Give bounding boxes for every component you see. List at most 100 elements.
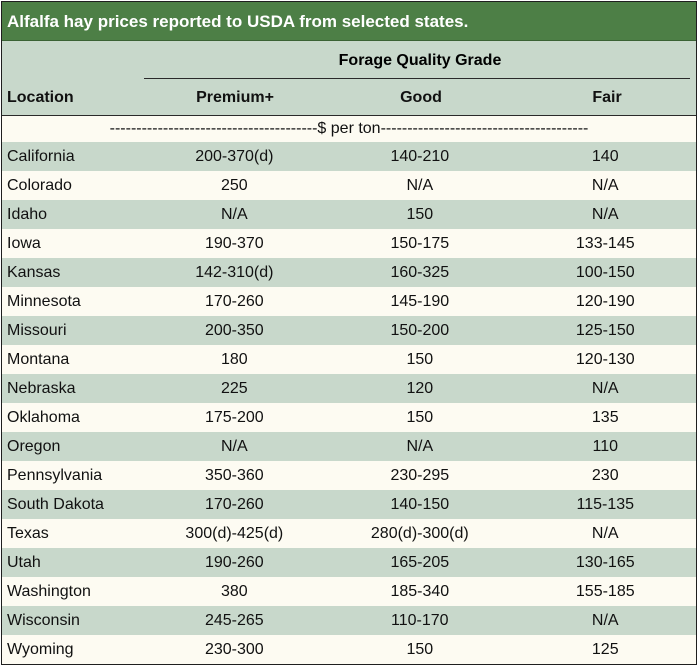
premium-cell: 170-260 [204,496,264,513]
premium-cell: N/A [221,206,248,223]
fair-cell: N/A [591,206,619,223]
fair-cell: 230 [591,467,619,484]
units-row: ---------------------------------------$… [2,116,696,142]
table-row: Minnesota 170-260 145-190 120-190 [2,287,696,316]
location-cell: Idaho [7,206,48,223]
good-cell: 280(d)-300(d) [370,525,469,542]
table-header: Forage Quality Grade Location Premium+ G… [2,41,696,116]
good-cell: 165-205 [390,554,450,571]
good-header: Good [400,89,442,106]
location-cell: Missouri [7,322,67,339]
location-cell: Colorado [7,177,72,194]
fair-cell: N/A [591,177,619,194]
premium-cell: 380 [220,583,248,600]
table-row: Nebraska 225 120 N/A [2,374,696,403]
fair-cell: 120-190 [575,293,635,310]
fair-header: Fair [592,89,622,106]
good-cell: 150 [406,409,434,426]
table-row: Utah 190-260 165-205 130-165 [2,548,696,577]
location-cell: South Dakota [7,496,104,513]
location-cell: Texas [7,525,49,542]
table-title: Alfalfa hay prices reported to USDA from… [2,2,696,41]
table-row: Washington 380 185-340 155-185 [2,577,696,606]
good-cell: 140-150 [390,496,450,513]
fair-cell: 110 [592,438,619,455]
table-row: Iowa 190-370 150-175 133-145 [2,229,696,258]
location-cell: Minnesota [7,293,81,310]
table-row: South Dakota 170-260 140-150 115-135 [2,490,696,519]
premium-cell: 142-310(d) [195,264,274,281]
fair-cell: 120-130 [575,351,635,368]
good-cell: 140-210 [390,148,450,165]
premium-cell: 200-370(d) [195,148,274,165]
fair-cell: N/A [591,612,619,629]
premium-cell: 180 [220,351,248,368]
location-cell: Montana [7,351,70,368]
good-cell: 185-340 [390,583,450,600]
location-cell: Oregon [7,438,61,455]
grade-group-label: Forage Quality Grade [338,52,502,69]
premium-cell: 250 [220,177,248,194]
table-row: California 200-370(d) 140-210 140 [2,142,696,171]
premium-cell: 300(d)-425(d) [185,525,284,542]
good-cell: N/A [406,438,434,455]
table-row: Kansas 142-310(d) 160-325 100-150 [2,258,696,287]
location-cell: Wisconsin [7,612,80,629]
premium-cell: 350-360 [204,467,264,484]
table-row: Montana 180 150 120-130 [2,345,696,374]
premium-cell: 170-260 [204,293,264,310]
fair-cell: 155-185 [575,583,635,600]
good-cell: 160-325 [390,264,450,281]
table-body: California 200-370(d) 140-210 140 Colorado 25… [2,142,696,664]
table-row: Wyoming 230-300 150 125 [2,635,696,664]
good-cell: 120 [406,380,434,397]
location-cell: California [7,148,75,165]
location-cell: Nebraska [7,380,76,397]
good-cell: 150-175 [390,235,450,252]
premium-cell: 245-265 [204,612,264,629]
location-cell: Wyoming [7,641,74,658]
fair-cell: 125-150 [575,322,635,339]
location-cell: Oklahoma [7,409,80,426]
location-cell: Washington [7,583,91,600]
premium-cell: 190-370 [204,235,264,252]
good-cell: 110-170 [391,612,449,629]
location-cell: Pennsylvania [7,467,103,484]
table-row: Texas 300(d)-425(d) 280(d)-300(d) N/A [2,519,696,548]
premium-cell: 190-260 [204,554,264,571]
table-row: Oregon N/A N/A 110 [2,432,696,461]
table-row: Missouri 200-350 150-200 125-150 [2,316,696,345]
good-cell: 150 [406,641,434,658]
location-cell: Iowa [7,235,41,252]
group-underline [144,78,690,79]
good-cell: 230-295 [390,467,450,484]
good-cell: N/A [406,177,434,194]
table-row: Wisconsin 245-265 110-170 N/A [2,606,696,635]
fair-cell: 130-165 [575,554,635,571]
location-cell: Kansas [7,264,61,281]
location-cell: Utah [7,554,41,571]
premium-cell: 175-200 [204,409,264,426]
premium-cell: N/A [221,438,248,455]
location-header: Location [7,89,74,106]
table-row: Idaho N/A 150 N/A [2,200,696,229]
good-cell: 150 [406,206,434,223]
premium-header: Premium+ [196,89,274,106]
fair-cell: 115-135 [576,496,635,513]
fair-cell: 125 [591,641,619,658]
premium-cell: 230-300 [204,641,264,658]
fair-cell: 100-150 [575,264,635,281]
fair-cell: 133-145 [575,235,635,252]
table-row: Oklahoma 175-200 150 135 [2,403,696,432]
fair-cell: 135 [591,409,619,426]
fair-cell: N/A [591,525,619,542]
fair-cell: N/A [591,380,619,397]
good-cell: 150-200 [390,322,450,339]
premium-cell: 225 [220,380,248,397]
table-row: Colorado 250 N/A N/A [2,171,696,200]
good-cell: 150 [406,351,434,368]
fair-cell: 140 [591,148,619,165]
premium-cell: 200-350 [204,322,264,339]
good-cell: 145-190 [390,293,450,310]
